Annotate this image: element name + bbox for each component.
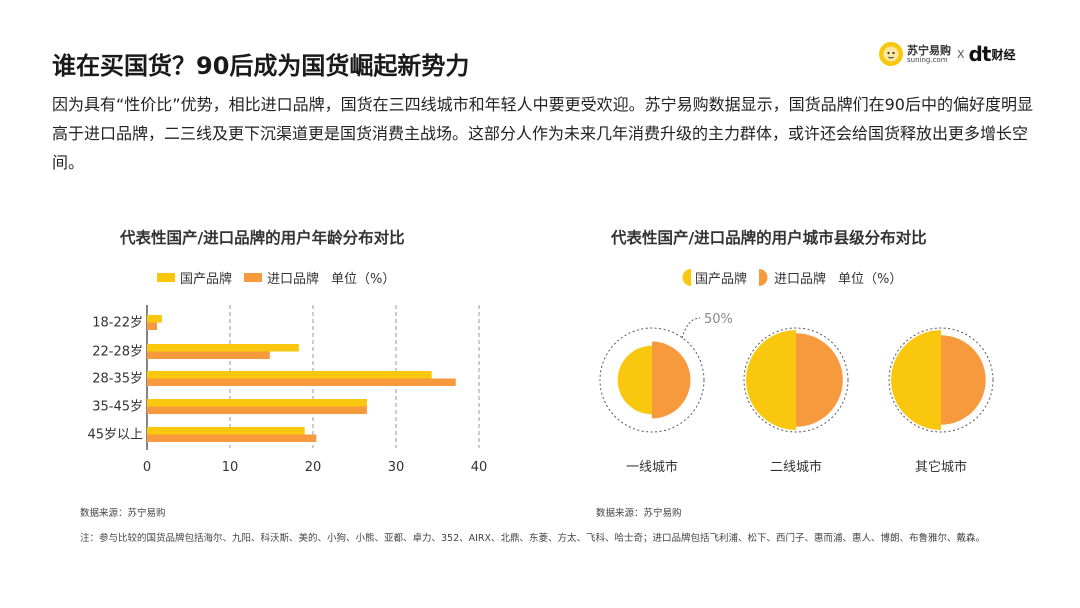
bar-domestic [147,315,162,323]
age-chart-title: 代表性国产/进口品牌的用户年龄分布对比 [120,229,405,247]
page-title: 谁在买国货？90后成为国货崛起新势力 [52,52,470,80]
legend-label-imported: 进口品牌 [267,272,320,287]
brand-logo: 苏宁易购 suning.com X dt 财经 [878,40,1015,68]
y-category-label: 18-22岁 [92,316,143,331]
bar-domestic [147,427,305,435]
x-tick-label: 10 [222,460,239,475]
bar-imported [147,406,367,414]
suning-lion-icon [879,42,903,66]
bar-domestic [147,371,432,379]
bar-imported [147,351,270,359]
bar-imported [147,322,157,330]
bar-domestic [147,399,367,407]
legend-half-circle-domestic [682,269,691,286]
footnote: 注：参与比较的国货品牌包括海尔、九阳、科沃斯、美的、小狗、小熊、亚都、卓力、35… [80,533,986,544]
city-half-circle-chart: 一线城市 二线城市 其它城市 50% [599,312,994,475]
y-category-label: 22-28岁 [92,345,143,360]
half-circle-domestic [891,330,941,430]
half-circle-imported [652,341,691,419]
bar-imported [147,434,317,442]
legend-label-domestic: 国产品牌 [180,272,233,287]
half-circle-domestic [746,330,796,430]
reference-circle [888,327,994,433]
legend-label-imported: 进口品牌 [774,272,827,287]
reference-label: 50% [704,312,733,327]
intro-paragraph: 因为具有“性价比”优势，相比进口品牌，国货在三四线城市和年轻人中要更受欢迎。苏宁… [52,95,1033,172]
legend-swatch-domestic [157,273,175,282]
legend-swatch-imported [244,273,263,282]
legend-label-domestic: 国产品牌 [695,272,748,287]
reference-leader-line [681,317,701,339]
legend-half-circle-imported [759,269,768,286]
logo-caijing: 财经 [991,47,1016,62]
city-category-label: 二线城市 [770,459,822,475]
city-chart-source: 数据来源：苏宁易购 [596,508,682,519]
age-bar-chart: 0 10 20 30 40 18-22岁 22-28岁 28-35岁 35-45岁 45岁以上 [87,305,488,475]
city-chart-title: 代表性国产/进口品牌的用户城市县级分布对比 [611,229,927,247]
y-category-label: 45岁以上 [87,428,143,443]
reference-circle [599,327,705,433]
city-chart-legend: 国产品牌 进口品牌 单位（%） [680,268,914,287]
reference-circle [743,327,849,433]
age-chart-source: 数据来源：苏宁易购 [80,508,166,519]
y-category-label: 28-35岁 [92,372,143,387]
half-circle-domestic [617,345,652,415]
logo-brand-cn: 苏宁易购 [907,43,951,57]
half-circle-imported [941,335,986,425]
legend-unit-label: 单位（%） [331,272,396,287]
bar-imported [147,378,456,386]
city-category-label: 一线城市 [626,459,678,475]
legend-unit-label: 单位（%） [838,272,903,287]
half-circle-imported [796,333,843,427]
x-tick-label: 30 [388,460,405,475]
bar-domestic [147,344,299,352]
logo-x: X [957,47,965,61]
y-category-label: 35-45岁 [92,400,143,415]
logo-dt: dt [968,42,992,66]
age-chart-legend: 国产品牌 进口品牌 单位（%） [157,268,407,287]
x-tick-label: 20 [305,460,322,475]
x-tick-label: 40 [471,460,488,475]
x-tick-label: 0 [143,460,151,475]
city-category-label: 其它城市 [915,459,967,475]
logo-brand-en: suning.com [907,55,948,64]
